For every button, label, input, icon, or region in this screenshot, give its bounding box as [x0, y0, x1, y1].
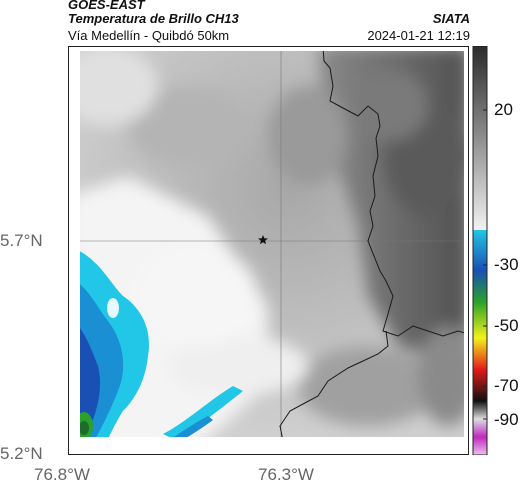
lat-tick-label: 5.2°N	[0, 444, 43, 463]
colorbar-tick-label: -70	[494, 376, 519, 395]
colorbar-tick-label: -30	[494, 255, 519, 274]
brightness-temperature-map	[68, 46, 469, 455]
lon-tick-label: 76.8°W	[34, 465, 90, 484]
map-frame	[68, 46, 469, 455]
organization-label: SIATA	[432, 11, 470, 26]
timestamp-label: 2024-01-21 12:19	[367, 28, 470, 43]
map-bottom-strip	[68, 437, 469, 455]
colorbar-warm-segment	[473, 46, 487, 230]
colorbar-tick-label: 20	[494, 100, 513, 119]
dark-cloud-region	[128, 46, 469, 426]
map-left-strip	[68, 46, 80, 455]
colorbar-cold-segment	[473, 230, 487, 455]
lon-tick-label: 76.3°W	[258, 465, 314, 484]
satellite-title: GOES-EAST	[68, 0, 145, 12]
map-edge-strip	[464, 46, 469, 455]
border-line-east	[322, 46, 469, 337]
border-line-south	[277, 330, 389, 455]
star-icon	[258, 235, 268, 245]
colorbar-tick-label: -50	[494, 316, 519, 335]
map-top-strip	[68, 46, 469, 51]
lat-tick-label: 5.7°N	[0, 231, 43, 250]
colorbar-tick-label: -90	[494, 410, 519, 429]
colorbar-border	[472, 46, 488, 455]
cold-streak	[163, 386, 243, 441]
product-title: Temperatura de Brillo CH13	[68, 11, 239, 26]
colorbar	[472, 46, 488, 455]
route-label: Vía Medellín - Quibdó 50km	[68, 28, 230, 43]
